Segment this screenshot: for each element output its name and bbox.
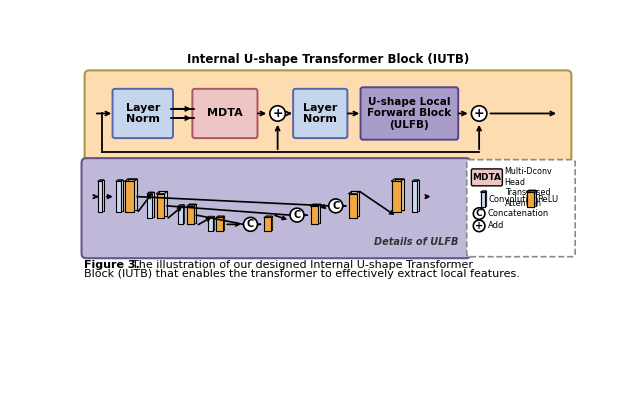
Polygon shape	[157, 194, 164, 218]
Text: Figure 3.: Figure 3.	[84, 260, 140, 270]
Text: ReLU: ReLU	[537, 195, 558, 204]
Polygon shape	[189, 204, 196, 223]
Text: Internal U-shape Transformer Block (IUTB): Internal U-shape Transformer Block (IUTB…	[187, 53, 469, 66]
Circle shape	[474, 208, 485, 219]
Polygon shape	[310, 206, 317, 224]
FancyBboxPatch shape	[113, 89, 173, 138]
Polygon shape	[527, 190, 536, 192]
Polygon shape	[188, 204, 196, 206]
Polygon shape	[179, 205, 184, 206]
Polygon shape	[216, 216, 224, 217]
Text: Add: Add	[488, 221, 504, 230]
Polygon shape	[481, 191, 486, 192]
Polygon shape	[310, 204, 319, 206]
Circle shape	[290, 208, 304, 222]
Text: MDTA: MDTA	[472, 173, 501, 182]
FancyBboxPatch shape	[360, 87, 458, 140]
Polygon shape	[125, 179, 137, 181]
FancyBboxPatch shape	[81, 158, 470, 258]
Text: Convolution: Convolution	[488, 195, 539, 204]
Polygon shape	[180, 205, 184, 223]
Text: The illustration of our designed Internal U-shape Transformer: The illustration of our designed Interna…	[125, 260, 473, 270]
Polygon shape	[159, 192, 167, 216]
Polygon shape	[128, 179, 137, 210]
Polygon shape	[149, 192, 154, 217]
Circle shape	[472, 106, 487, 121]
Text: C: C	[332, 201, 339, 211]
Text: C: C	[247, 219, 254, 229]
Polygon shape	[209, 216, 214, 230]
Circle shape	[474, 220, 485, 232]
Polygon shape	[481, 192, 485, 207]
Polygon shape	[147, 192, 154, 194]
Polygon shape	[414, 180, 419, 211]
Polygon shape	[266, 216, 273, 230]
Polygon shape	[527, 192, 534, 207]
Polygon shape	[529, 190, 536, 206]
FancyBboxPatch shape	[472, 169, 502, 186]
Text: C: C	[293, 210, 301, 220]
Text: U-shape Local
Forward Block
(ULFB): U-shape Local Forward Block (ULFB)	[367, 97, 451, 130]
Polygon shape	[147, 194, 152, 218]
FancyBboxPatch shape	[467, 160, 575, 257]
Polygon shape	[116, 180, 123, 181]
Polygon shape	[98, 180, 104, 181]
Text: +: +	[474, 107, 484, 120]
Text: +: +	[475, 221, 483, 231]
Polygon shape	[349, 194, 356, 218]
Polygon shape	[208, 217, 212, 231]
Polygon shape	[483, 191, 486, 206]
Polygon shape	[264, 216, 273, 217]
Polygon shape	[412, 180, 419, 181]
Polygon shape	[125, 181, 134, 212]
Text: Multi-Dconv
Head
Transposed
Attention: Multi-Dconv Head Transposed Attention	[505, 167, 552, 208]
Polygon shape	[98, 181, 102, 212]
Polygon shape	[100, 180, 104, 211]
Text: Details of ULFB: Details of ULFB	[374, 237, 458, 247]
Polygon shape	[264, 217, 271, 231]
FancyBboxPatch shape	[84, 70, 572, 163]
Polygon shape	[392, 181, 401, 212]
FancyBboxPatch shape	[193, 89, 257, 138]
Text: MDTA: MDTA	[207, 109, 243, 119]
Polygon shape	[313, 204, 319, 223]
Circle shape	[244, 217, 257, 231]
Text: C: C	[476, 209, 483, 218]
Polygon shape	[392, 179, 404, 181]
Polygon shape	[216, 217, 223, 231]
FancyBboxPatch shape	[293, 89, 348, 138]
Text: Concatenation: Concatenation	[488, 209, 549, 218]
Text: Layer
Norm: Layer Norm	[303, 103, 337, 124]
Text: Layer
Norm: Layer Norm	[125, 103, 160, 124]
Polygon shape	[351, 192, 359, 216]
Text: Block (IUTB) that enables the transformer to effectively extract local features.: Block (IUTB) that enables the transforme…	[84, 269, 520, 279]
Polygon shape	[394, 179, 404, 210]
Polygon shape	[188, 206, 195, 224]
Polygon shape	[118, 180, 123, 211]
Polygon shape	[349, 192, 359, 194]
Polygon shape	[116, 181, 121, 212]
Polygon shape	[218, 216, 224, 230]
Polygon shape	[179, 206, 183, 224]
Polygon shape	[412, 181, 417, 212]
Circle shape	[329, 199, 343, 213]
Text: +: +	[272, 107, 283, 120]
Polygon shape	[208, 216, 214, 217]
Circle shape	[270, 106, 285, 121]
Polygon shape	[157, 192, 167, 194]
